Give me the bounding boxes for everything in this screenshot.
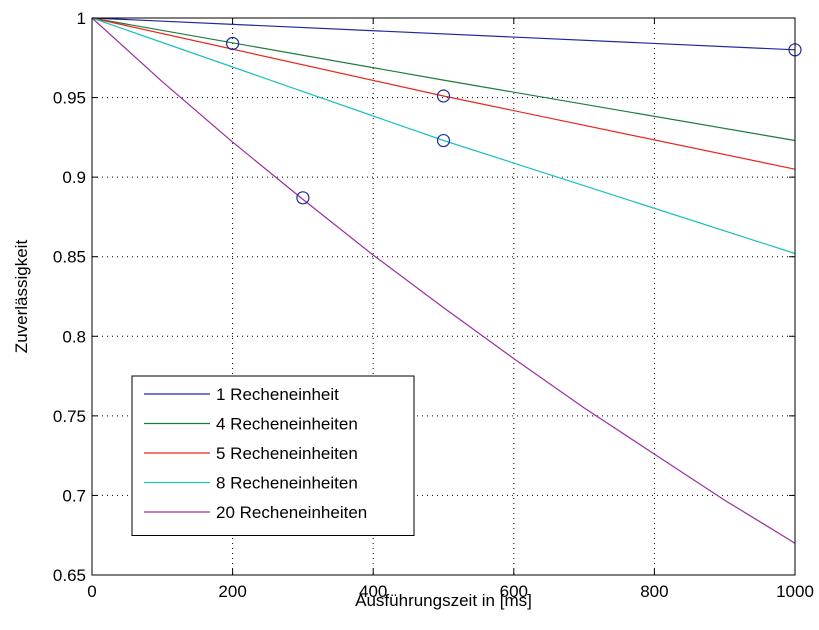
grid (92, 18, 795, 575)
y-tick-label: 0.85 (53, 248, 86, 267)
series-group (91, 17, 796, 544)
legend-label: 4 Recheneinheiten (216, 415, 358, 434)
y-tick-label: 0.65 (53, 566, 86, 585)
data-marker (436, 89, 451, 103)
x-tick-label: 600 (500, 582, 528, 601)
x-tick-label: 200 (218, 582, 246, 601)
legend-label: 1 Recheneinheit (216, 385, 339, 404)
legend-box (131, 375, 415, 536)
y-tick-label: 0.8 (62, 327, 86, 346)
ticks-group: 0 200 400 600 800 1000 0.65 0.7 0.75 0.8 0.85 0.9 0.… (53, 9, 814, 601)
series-line (91, 17, 796, 51)
y-tick-label: 0.9 (62, 168, 86, 187)
x-tick-label: 1000 (776, 582, 814, 601)
y-axis-label: Zuverlässigkeit (12, 240, 31, 354)
legend-label: 5 Recheneinheiten (216, 444, 358, 463)
plot-frame (91, 17, 796, 576)
data-marker (296, 191, 310, 205)
y-tick-label: 0.95 (53, 89, 86, 108)
x-tick-label: 0 (87, 582, 96, 601)
legend-label: 20 Recheneinheiten (216, 503, 367, 522)
x-tick-label: 400 (359, 582, 387, 601)
data-marker (226, 36, 240, 51)
x-axis-label: Ausführungszeit in [ms] (355, 591, 532, 610)
legend: 1 Recheneinheit 4 Recheneinheiten 5 Rechen… (131, 375, 415, 536)
y-tick-label: 0.75 (53, 407, 86, 426)
legend-label: 8 Recheneinheiten (216, 474, 358, 493)
y-tick-label: 0.7 (62, 486, 86, 505)
series-line (91, 17, 796, 170)
y-tick-label: 1 (77, 9, 86, 28)
series-line (91, 17, 796, 544)
data-marker (436, 133, 451, 148)
x-tick-label: 800 (640, 582, 668, 601)
series-line (91, 17, 796, 255)
series-line (91, 17, 796, 142)
